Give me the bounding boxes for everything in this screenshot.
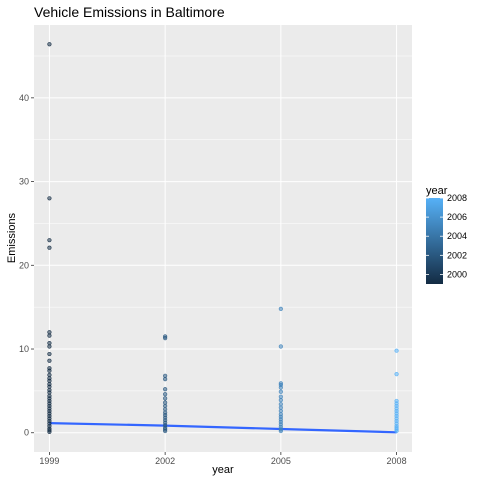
data-point <box>163 428 168 434</box>
data-point <box>47 196 52 201</box>
data-point <box>278 344 283 349</box>
trend-line <box>49 422 397 434</box>
legend-tick-label: 2004 <box>447 231 467 241</box>
data-point <box>278 397 283 403</box>
data-point <box>47 333 52 338</box>
data-point <box>278 385 283 390</box>
data-point <box>394 372 399 377</box>
x-axis: 1999 2002 2005 2008 <box>39 452 407 466</box>
legend-tick-label: 2008 <box>447 193 467 203</box>
y-tick-label: 30 <box>19 177 29 187</box>
y-tick-label: 20 <box>19 260 29 270</box>
legend-ticks: 2008 2006 2004 2002 2000 <box>426 193 467 279</box>
data-point <box>47 245 52 250</box>
data-point <box>278 306 283 311</box>
y-axis: 0 10 20 30 40 <box>19 93 34 438</box>
legend: year 2008 2006 2004 2002 2000 <box>426 185 467 284</box>
data-points <box>47 42 399 435</box>
legend-colorbar <box>426 198 443 284</box>
x-tick-label: 2002 <box>155 456 175 466</box>
grid-lines <box>34 25 412 452</box>
data-point <box>163 392 168 397</box>
legend-tick-label: 2006 <box>447 212 467 222</box>
y-tick-label: 10 <box>19 344 29 354</box>
data-point <box>47 351 52 357</box>
y-axis-title: Emissions <box>6 212 18 263</box>
legend-title: year <box>426 185 448 197</box>
x-axis-title: year <box>212 464 234 476</box>
x-tick-label: 2008 <box>387 456 407 466</box>
data-point <box>394 428 399 434</box>
data-point <box>47 42 52 47</box>
legend-tick-label: 2002 <box>447 250 467 260</box>
data-point <box>278 428 283 434</box>
data-point <box>394 348 399 353</box>
chart-title: Vehicle Emissions in Baltimore <box>34 4 225 20</box>
data-point <box>163 336 168 341</box>
data-point <box>278 389 283 394</box>
data-point <box>47 358 52 363</box>
trend-layer <box>49 422 397 434</box>
data-point <box>47 368 52 373</box>
data-point <box>47 344 52 349</box>
x-tick-label: 1999 <box>39 456 59 466</box>
y-tick-label: 40 <box>19 93 29 103</box>
legend-tick-label: 2000 <box>447 269 467 279</box>
plot-panel <box>34 25 412 452</box>
y-tick-label: 0 <box>24 428 29 438</box>
data-point <box>163 377 168 382</box>
data-point <box>163 387 168 392</box>
data-point <box>47 238 52 243</box>
x-tick-label: 2005 <box>271 456 291 466</box>
data-point <box>47 429 52 435</box>
data-point <box>163 396 168 401</box>
